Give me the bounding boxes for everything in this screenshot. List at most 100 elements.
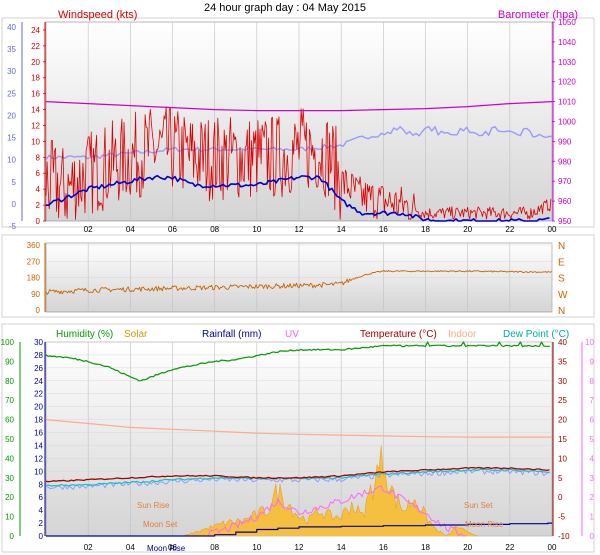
- temperature-axis-label: 15: [558, 435, 567, 444]
- humidity-axis-label: 60: [5, 416, 14, 425]
- wind-outer-axis-label: 5: [12, 178, 17, 187]
- wind-axis-label: 16: [31, 90, 40, 99]
- baro-axis-label: 1030: [558, 58, 576, 67]
- uv-axis-label: 3: [590, 474, 595, 483]
- direction-axis-label: 90: [31, 290, 40, 299]
- x-axis-label: 04: [126, 225, 135, 234]
- indoor-legend: Indoor: [448, 329, 477, 340]
- temperature-axis-label: -5: [558, 513, 566, 522]
- x-axis-label: 08: [210, 543, 219, 552]
- uv-line: [204, 485, 466, 537]
- panel3-background: [1, 323, 595, 553]
- x-axis-label: 00: [548, 225, 557, 234]
- wind-axis-label: 6: [36, 169, 41, 178]
- wind-outer-axis-label: -5: [9, 222, 17, 231]
- windspeed-line: [45, 106, 552, 220]
- rain-axis-label: 6: [39, 493, 44, 502]
- wind-outer-axis-label: 15: [7, 134, 16, 143]
- temperature-axis-label: 30: [558, 377, 567, 386]
- x-axis-label: 10: [252, 225, 261, 234]
- sun-set-label: Sun Set: [464, 501, 493, 510]
- barometer-line: [45, 101, 553, 112]
- x-axis-label: 16: [379, 225, 388, 234]
- x-axis-label: 20: [463, 543, 472, 552]
- compass-label: E: [558, 257, 565, 268]
- x-axis-label: 16: [379, 543, 388, 552]
- moon-rise-label: Moon Rise: [147, 544, 186, 553]
- x-axis-label: 04: [126, 543, 135, 552]
- uv-axis-label: 9: [590, 357, 595, 366]
- uv-axis-label: 5: [590, 435, 595, 444]
- baro-axis-label: 1020: [558, 78, 576, 87]
- rainfall-line: [46, 522, 552, 537]
- rain-axis-label: 26: [34, 364, 43, 373]
- humidity-axis-label: 20: [5, 493, 14, 502]
- compass-label: S: [558, 274, 565, 285]
- humidity-axis-label: 40: [5, 454, 14, 463]
- wind-outer-axis-label: 20: [7, 111, 16, 120]
- chart-title: 24 hour graph day : 04 May 2015: [204, 2, 366, 14]
- uv-axis-label: 8: [590, 377, 595, 386]
- solar-legend: Solar: [124, 329, 148, 340]
- x-axis-label: 02: [84, 543, 93, 552]
- baro-axis-label: 960: [558, 197, 572, 206]
- x-axis-label: 14: [337, 543, 346, 552]
- baro-axis-label: 1050: [558, 18, 576, 27]
- indoor-temperature-line: [45, 419, 552, 438]
- barometer-legend: Barometer (hpa): [498, 9, 578, 21]
- wind-axis-label: 4: [36, 185, 41, 194]
- wind-axis-label: 22: [31, 42, 40, 51]
- wind-outer-axis-label: 40: [7, 23, 16, 32]
- temperature-axis-label: -10: [558, 532, 570, 541]
- moon-set-label: Moon Set: [143, 520, 178, 529]
- x-axis-label: 22: [505, 543, 514, 552]
- x-axis-label: 06: [168, 543, 177, 552]
- wind-axis-label: 2: [36, 201, 41, 210]
- rain-axis-label: 10: [34, 467, 43, 476]
- wind-outer-axis-label: 0: [12, 200, 17, 209]
- wind-direction-line: [45, 270, 553, 295]
- uv-legend: UV: [285, 329, 299, 340]
- uv-axis-label: 6: [590, 416, 595, 425]
- x-axis-label: 14: [337, 225, 346, 234]
- wind-axis-label: 24: [31, 26, 40, 35]
- uv-axis-label: 1: [590, 513, 595, 522]
- baro-axis-label: 970: [558, 177, 572, 186]
- x-axis-label: 06: [168, 225, 177, 234]
- rain-axis-label: 8: [39, 480, 44, 489]
- compass-label: N: [558, 306, 565, 317]
- wind-outer-axis-label: 35: [7, 45, 16, 54]
- uv-axis-label: 0: [590, 532, 595, 541]
- rain-axis-label: 28: [34, 351, 43, 360]
- direction-axis-label: 360: [27, 241, 41, 250]
- temperature-axis-label: 20: [558, 416, 567, 425]
- humidity-axis-label: 80: [5, 377, 14, 386]
- baro-axis-label: 950: [558, 217, 572, 226]
- x-axis-label: 00: [548, 543, 557, 552]
- gust-line: [45, 125, 553, 161]
- rain-axis-label: 20: [34, 403, 43, 412]
- direction-axis-label: 180: [27, 274, 41, 283]
- windspeed-average-line: [46, 174, 550, 222]
- x-axis-label: 18: [421, 543, 430, 552]
- wind-axis-label: 20: [31, 58, 40, 67]
- x-axis-label: 12: [295, 225, 304, 234]
- temperature-axis-label: 10: [558, 454, 567, 463]
- compass-label: W: [558, 290, 568, 301]
- moon-rise-right-label: Moon Rise: [465, 520, 504, 529]
- uv-axis-label: 4: [590, 454, 595, 463]
- x-axis-label: 12: [295, 543, 304, 552]
- panel1-background: [1, 17, 595, 228]
- baro-axis-label: 1000: [558, 118, 576, 127]
- humidity-axis-label: 90: [5, 357, 14, 366]
- x-axis-label: 10: [252, 543, 261, 552]
- direction-axis-label: 270: [27, 257, 41, 266]
- baro-axis-label: 990: [558, 137, 572, 146]
- panel2-background: [1, 234, 595, 318]
- humidity-axis-label: 70: [5, 396, 14, 405]
- x-axis-label: 22: [505, 225, 514, 234]
- humidity-axis-label: 50: [5, 435, 14, 444]
- humidity-axis-label: 10: [5, 513, 14, 522]
- solar-area: [182, 445, 479, 537]
